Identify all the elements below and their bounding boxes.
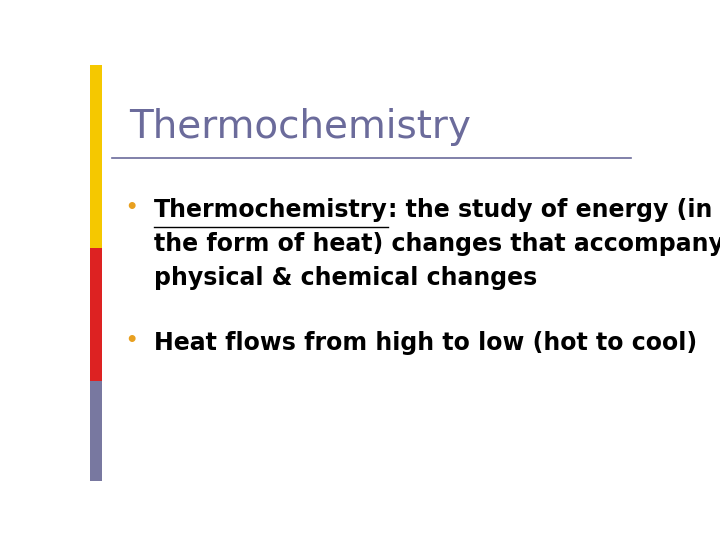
Text: •: • [126,331,138,350]
Text: the form of heat) changes that accompany: the form of heat) changes that accompany [154,232,720,256]
Text: Thermochemistry: Thermochemistry [154,198,388,222]
Text: •: • [126,198,138,217]
Bar [90,381,102,481]
Text: physical & chemical changes: physical & chemical changes [154,266,537,290]
Text: Thermochemistry: Thermochemistry [129,109,471,146]
Bar [90,65,102,248]
Text: Heat flows from high to low (hot to cool): Heat flows from high to low (hot to cool… [154,331,697,355]
Bar [90,248,102,381]
Text: : the study of energy (in: : the study of energy (in [388,198,712,222]
